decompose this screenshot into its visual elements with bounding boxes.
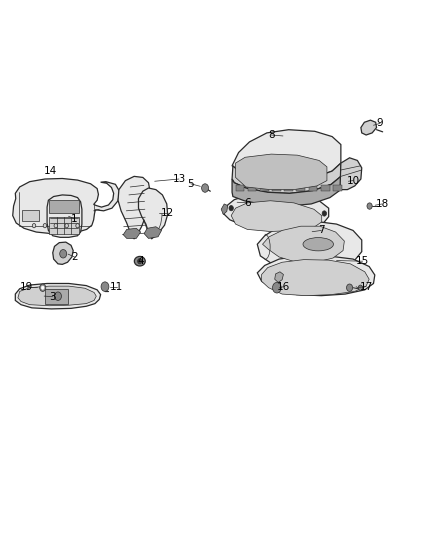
Text: 2: 2 <box>71 252 78 262</box>
Polygon shape <box>232 176 341 206</box>
Circle shape <box>43 223 47 228</box>
Polygon shape <box>257 256 375 296</box>
Text: 16: 16 <box>277 281 290 292</box>
Polygon shape <box>261 260 369 296</box>
Text: 7: 7 <box>318 225 325 236</box>
Bar <box>236 185 244 191</box>
Circle shape <box>138 259 142 264</box>
Bar <box>45 289 67 304</box>
Polygon shape <box>231 201 322 231</box>
Bar <box>22 210 39 221</box>
Polygon shape <box>223 193 328 231</box>
Text: 9: 9 <box>377 118 383 128</box>
Polygon shape <box>361 120 377 135</box>
Circle shape <box>32 223 36 228</box>
Text: 1: 1 <box>71 214 78 224</box>
Text: 11: 11 <box>110 281 124 292</box>
Polygon shape <box>221 204 228 215</box>
Circle shape <box>76 223 79 228</box>
Polygon shape <box>257 221 362 271</box>
Text: 13: 13 <box>172 174 186 184</box>
Circle shape <box>201 184 208 192</box>
Text: 4: 4 <box>138 256 144 266</box>
Circle shape <box>322 211 326 216</box>
Ellipse shape <box>303 238 333 251</box>
Circle shape <box>367 203 372 209</box>
Text: 3: 3 <box>49 292 56 302</box>
Text: 14: 14 <box>43 166 57 176</box>
Circle shape <box>42 286 44 289</box>
Circle shape <box>54 292 61 301</box>
Polygon shape <box>15 284 101 309</box>
Polygon shape <box>232 163 341 193</box>
Circle shape <box>54 223 57 228</box>
Bar <box>49 216 79 233</box>
Bar <box>49 200 79 214</box>
Bar <box>260 185 268 191</box>
Polygon shape <box>138 188 168 239</box>
Polygon shape <box>236 154 327 190</box>
Text: 15: 15 <box>356 256 369 266</box>
Bar <box>297 185 305 191</box>
Polygon shape <box>18 286 96 306</box>
Polygon shape <box>340 158 362 190</box>
Polygon shape <box>13 179 120 233</box>
Circle shape <box>229 206 233 211</box>
Text: 5: 5 <box>187 179 194 189</box>
Bar <box>284 185 293 191</box>
Text: 8: 8 <box>268 130 275 140</box>
Bar <box>309 185 318 191</box>
Polygon shape <box>144 227 162 238</box>
Text: 12: 12 <box>161 208 174 219</box>
Polygon shape <box>275 272 283 282</box>
Text: 17: 17 <box>360 281 373 292</box>
Ellipse shape <box>134 256 145 266</box>
Polygon shape <box>232 130 341 181</box>
Polygon shape <box>118 176 150 239</box>
Bar <box>333 185 342 191</box>
Text: 10: 10 <box>346 175 360 185</box>
Circle shape <box>358 285 363 290</box>
Polygon shape <box>262 226 344 262</box>
Circle shape <box>65 223 68 228</box>
Bar <box>321 185 329 191</box>
Text: 18: 18 <box>375 199 389 209</box>
Circle shape <box>101 282 109 292</box>
Bar <box>248 185 256 191</box>
Circle shape <box>346 284 353 292</box>
Text: 6: 6 <box>244 198 251 208</box>
Circle shape <box>272 282 281 293</box>
Circle shape <box>40 284 46 292</box>
Polygon shape <box>47 195 82 237</box>
Circle shape <box>60 249 67 258</box>
Text: 19: 19 <box>20 281 33 292</box>
Polygon shape <box>123 228 141 238</box>
Polygon shape <box>53 242 73 264</box>
Bar <box>272 185 281 191</box>
